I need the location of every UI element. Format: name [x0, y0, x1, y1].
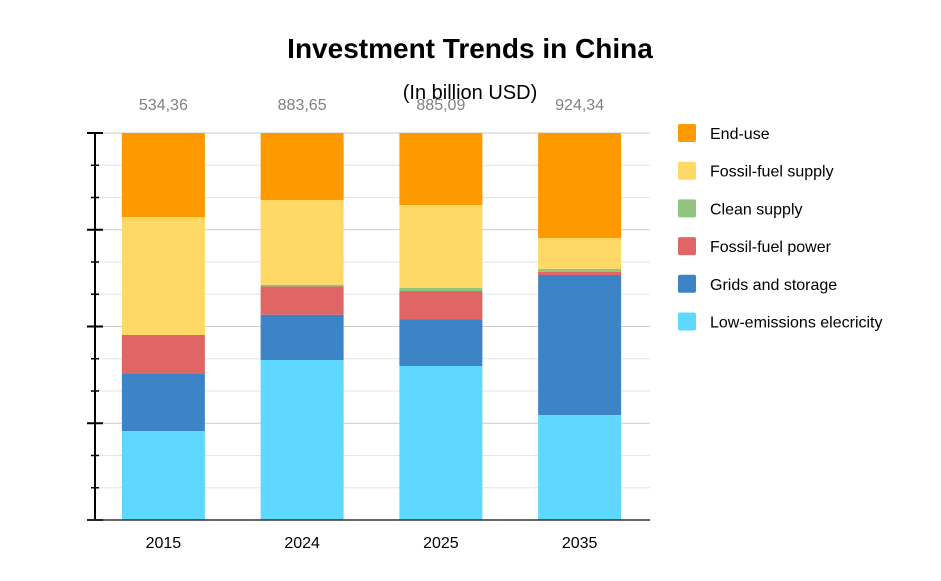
legend-item: End-use — [678, 124, 770, 143]
bar-segment-end-use — [121, 133, 205, 218]
chart-title: Investment Trends in China — [287, 33, 653, 64]
bar-segment-grids-and-storage — [399, 319, 483, 367]
bar-stack-2024 — [260, 133, 344, 520]
bar-segment-low-emissions-elecricity — [538, 414, 622, 520]
legend-item: Fossil-fuel power — [678, 237, 832, 256]
bar-segment-fossil-fuel-supply — [538, 237, 622, 269]
bar-segment-grids-and-storage — [538, 274, 622, 415]
bar-segment-end-use — [538, 133, 622, 238]
legend-item: Grids and storage — [678, 274, 837, 294]
legend-swatch — [678, 274, 696, 293]
bar-segment-fossil-fuel-power — [538, 271, 622, 275]
legend-label: Grids and storage — [710, 277, 837, 294]
bar-segment-clean-supply — [260, 284, 344, 287]
bar-segment-end-use — [260, 133, 344, 201]
x-tick-label: 2035 — [562, 535, 598, 552]
bar-total-label: 534,36 — [139, 97, 188, 114]
bar-segment-fossil-fuel-power — [260, 286, 344, 315]
legend-item: Fossil-fuel supply — [678, 161, 834, 181]
bars — [121, 133, 622, 520]
bar-segment-fossil-fuel-power — [399, 291, 483, 320]
legend-swatch — [678, 237, 696, 256]
bar-segment-low-emissions-elecricity — [121, 430, 205, 520]
legend-label: Low-emissions elecricity — [710, 315, 883, 332]
bar-segment-grids-and-storage — [260, 314, 344, 361]
legend-label: Fossil-fuel power — [710, 239, 832, 256]
bar-segment-clean-supply — [538, 268, 622, 272]
legend-label: Fossil-fuel supply — [710, 164, 834, 181]
x-tick-label: 2024 — [284, 535, 320, 552]
bar-total-label: 883,65 — [278, 97, 327, 114]
y-axis — [87, 132, 650, 521]
x-tick-label: 2025 — [423, 535, 459, 552]
legend-label: Clean supply — [710, 201, 803, 218]
bar-segment-grids-and-storage — [121, 374, 205, 431]
legend-swatch — [678, 161, 696, 180]
bar-segment-low-emissions-elecricity — [399, 366, 483, 520]
chart-subtitle: (In billion USD) — [403, 82, 537, 104]
bar-segment-fossil-fuel-supply — [399, 205, 483, 289]
bar-stack-2025 — [399, 133, 483, 520]
bar-stack-2015 — [121, 133, 205, 520]
bar-total-label: 924,34 — [555, 97, 604, 114]
legend-swatch — [678, 124, 696, 142]
bar-segment-fossil-fuel-power — [121, 334, 205, 375]
x-axis-labels: 2015 2024 2025 2035 — [146, 535, 598, 552]
bar-segment-clean-supply — [399, 288, 483, 292]
bar-segment-low-emissions-elecricity — [260, 360, 344, 520]
bar-total-label: 885,09 — [416, 97, 465, 114]
legend-swatch — [678, 199, 696, 218]
bar-segment-end-use — [399, 133, 483, 206]
legend-item: Clean supply — [678, 199, 803, 218]
legend-item: Low-emissions elecricity — [678, 312, 883, 332]
x-tick-label: 2015 — [146, 535, 182, 552]
total-labels: 534,36 883,65 885,09 924,34 — [139, 97, 604, 114]
bar-segment-fossil-fuel-supply — [121, 217, 205, 335]
bar-segment-fossil-fuel-supply — [260, 200, 344, 285]
legend-swatch — [678, 312, 696, 331]
bar-stack-2035 — [538, 133, 622, 520]
legend: End-use Fossil-fuel supply Clean supply Fos… — [678, 124, 883, 332]
legend-label: End-use — [710, 126, 770, 143]
